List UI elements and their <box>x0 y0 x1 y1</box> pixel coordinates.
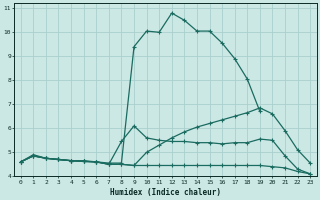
X-axis label: Humidex (Indice chaleur): Humidex (Indice chaleur) <box>110 188 221 197</box>
